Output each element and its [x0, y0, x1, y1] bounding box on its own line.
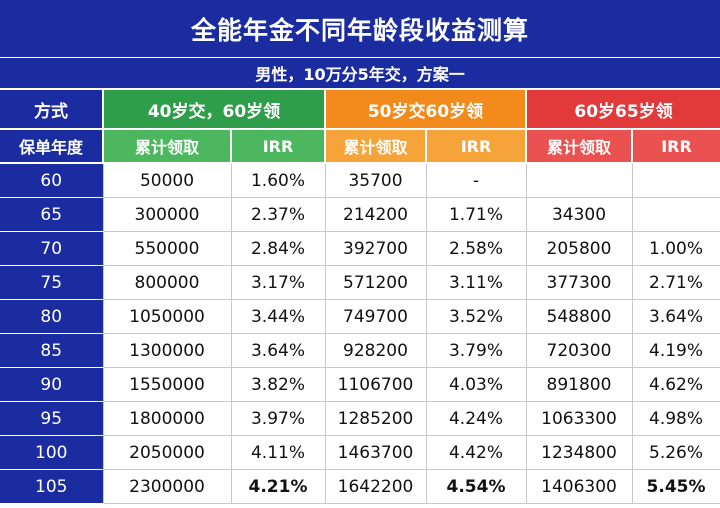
- plan-header-3: 60岁65岁领: [524, 89, 720, 130]
- plan1-irr-cell: 4.11%: [230, 435, 326, 470]
- plan2-irr-cell: 4.42%: [425, 435, 527, 470]
- year-cell: 75: [0, 265, 103, 300]
- irr-header-1: IRR: [230, 129, 325, 164]
- plan2-irr-cell: 3.79%: [425, 333, 527, 368]
- plan1-cumulative-cell: 2300000: [102, 469, 232, 504]
- table-row: 100 2050000 4.11% 1463700 4.42% 1234800 5.26%: [0, 435, 720, 470]
- year-cell: 65: [0, 197, 103, 232]
- plan-header-1: 40岁交，60岁领: [102, 89, 325, 130]
- year-cell: 100: [0, 435, 103, 470]
- plan3-irr-cell: 5.26%: [631, 435, 720, 470]
- plan2-cumulative-cell: 571200: [324, 265, 427, 300]
- plan1-irr-cell: 3.82%: [230, 367, 326, 402]
- plan2-irr-cell: 4.03%: [425, 367, 527, 402]
- year-cell: 60: [0, 163, 103, 198]
- plan3-irr-cell: 5.45%: [631, 469, 720, 504]
- table-row: 65 300000 2.37% 214200 1.71% 34300: [0, 197, 720, 232]
- plan2-irr-cell: 3.11%: [425, 265, 527, 300]
- page-title: 全能年金不同年龄段收益测算: [0, 0, 720, 58]
- plan3-cumulative-cell: 1406300: [525, 469, 633, 504]
- plan1-cumulative-cell: 1050000: [102, 299, 232, 334]
- subtitle-row: 男性，10万分5年交，方案一: [0, 57, 720, 90]
- plan3-cumulative-cell: 891800: [525, 367, 633, 402]
- year-cell: 85: [0, 333, 103, 368]
- cumulative-header-1: 累计领取: [102, 129, 231, 164]
- year-cell: 105: [0, 469, 103, 504]
- cumulative-header-2: 累计领取: [324, 129, 426, 164]
- plan3-cumulative-cell: 1234800: [525, 435, 633, 470]
- plan1-irr-cell: 3.64%: [230, 333, 326, 368]
- plan1-cumulative-cell: 300000: [102, 197, 232, 232]
- plan3-cumulative-cell: [525, 162, 633, 198]
- title-row: 全能年金不同年龄段收益测算: [0, 0, 720, 58]
- plan1-irr-cell: 1.60%: [230, 162, 326, 198]
- year-cell: 90: [0, 367, 103, 402]
- plan1-cumulative-cell: 1800000: [102, 401, 232, 436]
- plan2-irr-cell: 4.24%: [425, 401, 527, 436]
- plan3-cumulative-cell: 377300: [525, 265, 633, 300]
- plan1-irr-cell: 2.37%: [230, 197, 326, 232]
- plan1-irr-cell: 3.44%: [230, 299, 326, 334]
- plan2-cumulative-cell: 749700: [324, 299, 427, 334]
- year-label: 保单年度: [0, 129, 103, 164]
- plan2-irr-cell: 3.52%: [425, 299, 527, 334]
- table-row: 60 50000 1.60% 35700-: [0, 162, 720, 198]
- plan3-cumulative-cell: 720300: [525, 333, 633, 368]
- plan2-cumulative-cell: 1106700: [324, 367, 427, 402]
- plan1-cumulative-cell: 2050000: [102, 435, 232, 470]
- method-label: 方式: [0, 89, 103, 130]
- plan3-cumulative-cell: 34300: [525, 197, 633, 232]
- year-cell: 95: [0, 401, 103, 436]
- plan3-cumulative-cell: 1063300: [525, 401, 633, 436]
- table-row: 75 800000 3.17% 571200 3.11% 377300 2.71%: [0, 265, 720, 300]
- plan1-irr-cell: 2.84%: [230, 231, 326, 266]
- plan1-irr-cell: 3.97%: [230, 401, 326, 436]
- plan2-irr-cell: 2.58%: [425, 231, 527, 266]
- plan1-cumulative-cell: 800000: [102, 265, 232, 300]
- table-row: 80 1050000 3.44% 749700 3.52% 548800 3.64%: [0, 299, 720, 334]
- plan3-irr-cell: [631, 197, 720, 232]
- plan2-irr-cell: -: [425, 162, 527, 198]
- irr-header-3: IRR: [630, 129, 720, 164]
- column-header-row: 保单年度 累计领取 IRR 累计领取 IRR 累计领取 IRR: [0, 129, 720, 164]
- plan3-cumulative-cell: 205800: [525, 231, 633, 266]
- plan1-cumulative-cell: 1550000: [102, 367, 232, 402]
- plan1-cumulative-cell: 1300000: [102, 333, 232, 368]
- plan-header-2: 50岁交60岁领: [324, 89, 526, 130]
- plan2-cumulative-cell: 1463700: [324, 435, 427, 470]
- irr-header-2: IRR: [425, 129, 526, 164]
- plan2-cumulative-cell: 928200: [324, 333, 427, 368]
- table-row: 95 1800000 3.97% 1285200 4.24% 1063300 4.98%: [0, 401, 720, 436]
- plan3-cumulative-cell: 548800: [525, 299, 633, 334]
- plan1-cumulative-cell: 550000: [102, 231, 232, 266]
- plan2-cumulative-cell: 214200: [324, 197, 427, 232]
- plan2-irr-cell: 4.54%: [425, 469, 527, 504]
- table-row: 90 1550000 3.82% 1106700 4.03% 891800 4.62%: [0, 367, 720, 402]
- cumulative-header-3: 累计领取: [525, 129, 632, 164]
- plan2-cumulative-cell: 392700: [324, 231, 427, 266]
- plan2-cumulative-cell: 1642200: [324, 469, 427, 504]
- plan3-irr-cell: [631, 162, 720, 198]
- plan-header-row: 方式 40岁交，60岁领 50岁交60岁领 60岁65岁领: [0, 89, 720, 130]
- plan3-irr-cell: 3.64%: [631, 299, 720, 334]
- plan3-irr-cell: 4.98%: [631, 401, 720, 436]
- year-cell: 70: [0, 231, 103, 266]
- plan3-irr-cell: 1.00%: [631, 231, 720, 266]
- plan2-irr-cell: 1.71%: [425, 197, 527, 232]
- page-subtitle: 男性，10万分5年交，方案一: [0, 57, 720, 90]
- plan2-cumulative-cell: 35700: [324, 162, 427, 198]
- plan1-irr-cell: 4.21%: [230, 469, 326, 504]
- plan1-irr-cell: 3.17%: [230, 265, 326, 300]
- plan1-cumulative-cell: 50000: [102, 162, 232, 198]
- table-row: 105 2300000 4.21% 1642200 4.54% 1406300 5.45%: [0, 469, 720, 504]
- table-row: 85 1300000 3.64% 928200 3.79% 720300 4.19%: [0, 333, 720, 368]
- plan3-irr-cell: 4.19%: [631, 333, 720, 368]
- plan2-cumulative-cell: 1285200: [324, 401, 427, 436]
- table-row: 70 550000 2.84% 392700 2.58% 205800 1.00%: [0, 231, 720, 266]
- plan3-irr-cell: 2.71%: [631, 265, 720, 300]
- year-cell: 80: [0, 299, 103, 334]
- plan3-irr-cell: 4.62%: [631, 367, 720, 402]
